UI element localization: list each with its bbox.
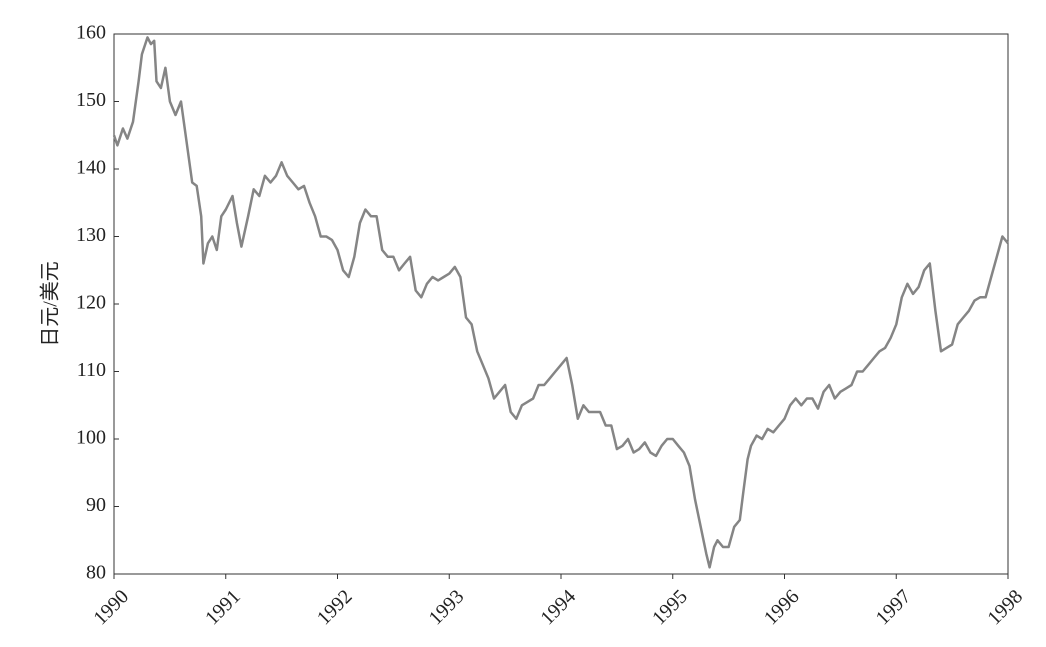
x-tick-label: 1992 — [313, 586, 357, 630]
plot-frame — [113, 33, 1009, 575]
y-tick-label: 110 — [77, 359, 106, 381]
y-tick-label: 120 — [76, 292, 106, 314]
y-axis-label: 日元/美元 — [39, 261, 62, 347]
y-tick-label: 130 — [76, 224, 106, 246]
x-tick-label: 1993 — [425, 586, 469, 630]
x-tick-label: 1994 — [536, 586, 580, 630]
x-tick-label: 1995 — [648, 586, 692, 630]
y-tick-label: 90 — [86, 494, 106, 516]
y-tick-label: 160 — [76, 22, 106, 44]
y-tick-label: 150 — [76, 89, 106, 111]
y-tick-label: 140 — [76, 157, 106, 179]
y-tick-label: 80 — [86, 562, 106, 584]
x-tick-label: 1998 — [983, 586, 1027, 630]
x-tick-label: 1991 — [201, 586, 245, 630]
x-tick-label: 1997 — [872, 586, 916, 630]
y-tick-label: 100 — [76, 427, 106, 449]
price-line — [112, 36, 1009, 569]
x-tick-label: 1996 — [760, 586, 804, 630]
x-tick-label: 1990 — [89, 586, 133, 630]
